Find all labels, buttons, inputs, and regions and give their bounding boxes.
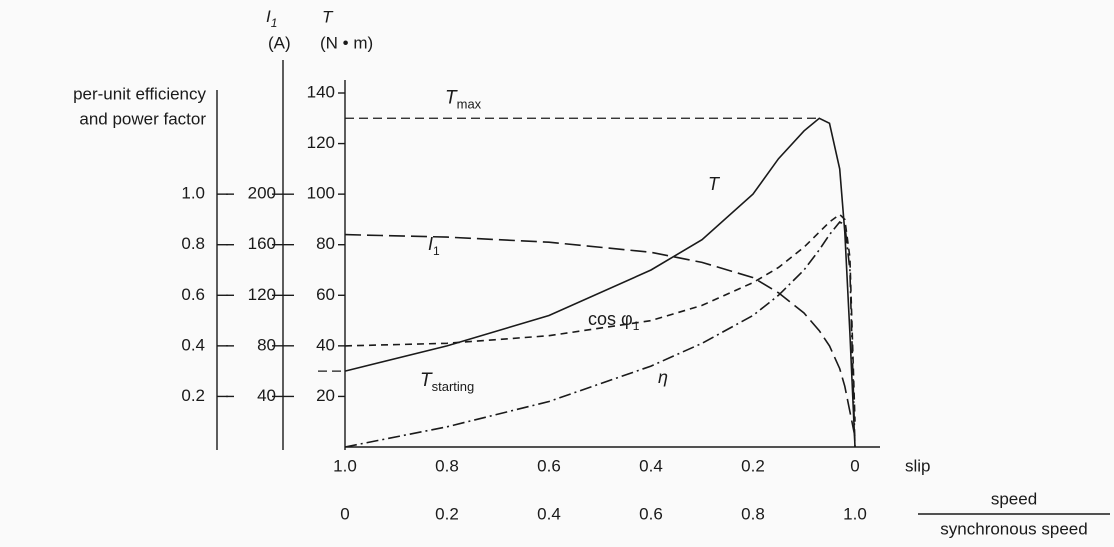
- reference-symbol: T: [445, 87, 458, 108]
- series-line: [344, 233, 856, 438]
- series-name: cos φ: [588, 309, 633, 329]
- series-name: T: [708, 174, 721, 194]
- x-tick-label: 0.6: [537, 456, 561, 475]
- tick-label: 0.6: [181, 285, 205, 304]
- series-label: cos φ1: [588, 309, 640, 333]
- tick-label: 80: [257, 335, 276, 354]
- y2-unit: (A): [268, 33, 291, 52]
- tick-label: 0.4: [181, 335, 205, 354]
- tick-label: 40: [316, 335, 335, 354]
- reference-sub: starting: [432, 380, 475, 395]
- tick-label: 1.0: [181, 184, 205, 203]
- tick-label: 40: [257, 386, 276, 405]
- y2-symbol: I: [266, 7, 271, 26]
- tick-label: 140: [307, 82, 335, 101]
- y3-header: per-unit efficiency: [73, 84, 206, 103]
- tick-label: 80: [316, 234, 335, 253]
- series-label: η: [658, 367, 668, 387]
- tick-label: 60: [316, 285, 335, 304]
- tick-label: 20: [316, 386, 335, 405]
- reference-label: Tmax: [445, 87, 482, 111]
- reference-symbol: T: [420, 370, 433, 391]
- x2-tick-label: 0.6: [639, 504, 663, 523]
- x2-tick-label: 0.2: [435, 504, 459, 523]
- y2-header: I1: [266, 7, 277, 30]
- x2-label: speed: [991, 489, 1037, 508]
- series-label: I1: [428, 234, 440, 258]
- x-tick-label: 0.8: [435, 456, 459, 475]
- x2-tick-label: 0: [340, 504, 349, 523]
- y2-sub: 1: [271, 16, 278, 30]
- x-label: slip: [905, 456, 931, 475]
- series-line: [344, 117, 856, 448]
- tick-label: 160: [248, 234, 276, 253]
- x2-tick-label: 0.8: [741, 504, 765, 523]
- tick-label: 120: [248, 285, 276, 304]
- series-line: [344, 213, 856, 422]
- x-tick-label: 0.4: [639, 456, 663, 475]
- x-tick-label: 1.0: [333, 456, 357, 475]
- tick-label: 200: [248, 184, 276, 203]
- series-sub: 1: [633, 319, 640, 333]
- tick-label: 100: [307, 184, 335, 203]
- tick-label: 0.8: [181, 234, 205, 253]
- x2-tick-label: 0.4: [537, 504, 561, 523]
- series-label: T: [708, 174, 721, 194]
- series-sub: 1: [433, 244, 440, 258]
- y-unit: (N • m): [320, 33, 373, 52]
- y3-header: and power factor: [79, 109, 206, 128]
- x-tick-label: 0: [850, 456, 859, 475]
- reference-sub: max: [457, 97, 482, 112]
- x2-label: synchronous speed: [940, 519, 1087, 538]
- series-name: I: [428, 234, 433, 254]
- series-line: [344, 221, 856, 448]
- tick-label: 0.2: [181, 386, 205, 405]
- x-tick-label: 0.2: [741, 456, 765, 475]
- series-name: η: [658, 367, 668, 387]
- reference-label: Tstarting: [420, 370, 474, 394]
- x2-tick-label: 1.0: [843, 504, 867, 523]
- y-symbol: T: [322, 7, 334, 26]
- tick-label: 120: [307, 133, 335, 152]
